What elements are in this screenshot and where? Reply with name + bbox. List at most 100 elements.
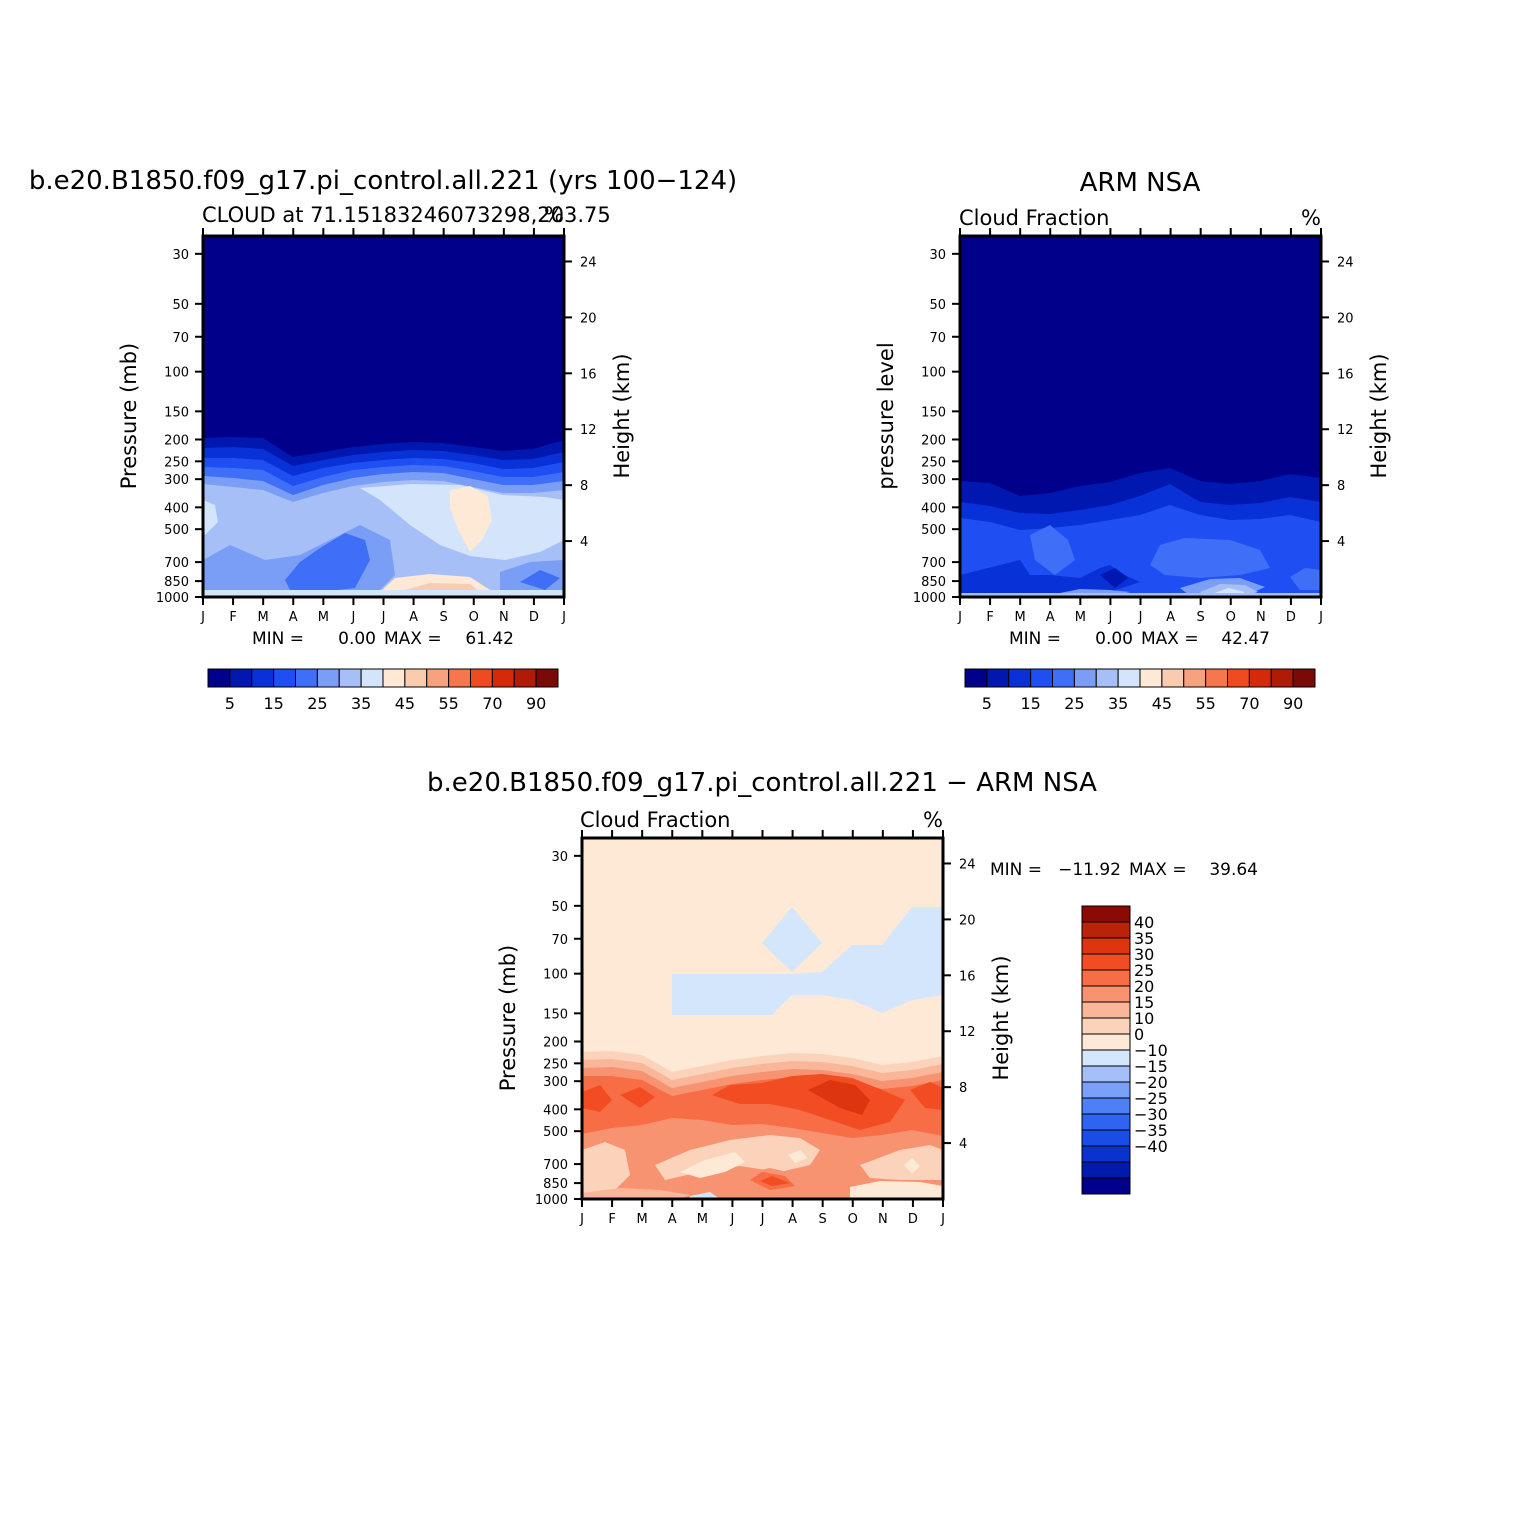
y-tick-label: 250 [921, 455, 946, 470]
diff-max-value: 39.64 [1209, 860, 1258, 880]
colorbar-swatch [1081, 953, 1131, 971]
colorbar-label: −15 [1134, 1057, 1168, 1076]
colorbar-label: 5 [225, 694, 235, 713]
contour-band [760, 1176, 790, 1186]
colorbar-label: 55 [438, 694, 458, 713]
colorbar-swatch [535, 668, 559, 688]
colorbar-label: 35 [351, 694, 371, 713]
colorbar-swatch [1081, 1065, 1131, 1083]
x-tick-label: J [1107, 610, 1112, 625]
colorbar-swatch [986, 668, 1010, 688]
colorbar-swatch [1292, 668, 1316, 688]
colorbar-swatch [1081, 1145, 1131, 1163]
colorbar-swatch [448, 668, 471, 688]
colorbar-swatch [1270, 668, 1294, 688]
model-subtitle-right: % [544, 203, 564, 227]
colorbar-label: 90 [1283, 694, 1303, 713]
x-tick-label: J [1318, 610, 1323, 625]
colorbar-swatch [1117, 668, 1141, 688]
contour-band [520, 570, 560, 590]
colorbar-swatch [1081, 1081, 1131, 1099]
diff-subtitle-left: Cloud Fraction [580, 808, 731, 832]
y-right-tick-label: 8 [959, 1081, 967, 1096]
colorbar-label: 15 [263, 694, 283, 713]
colorbar-swatch [964, 668, 988, 688]
model-title: b.e20.B1850.f09_g17.pi_control.all.221 (… [29, 166, 737, 196]
model-contour-field [203, 236, 564, 597]
x-tick-label: J [579, 1212, 584, 1227]
y-tick-label: 850 [921, 575, 946, 590]
obs-y-axis-right: 24 20 16 12 8 4 [1321, 255, 1354, 550]
colorbar-label: 45 [395, 694, 415, 713]
model-colorbar: 5 15 25 35 45 55 70 90 [207, 668, 559, 713]
colorbar-swatch [295, 668, 318, 688]
y-right-tick-label: 12 [959, 1025, 976, 1040]
colorbar-label: 35 [1108, 694, 1128, 713]
colorbar-label: 30 [1134, 945, 1154, 964]
x-tick-label: F [608, 1212, 615, 1227]
y-tick-label: 1000 [535, 1193, 568, 1208]
x-tick-label: J [1138, 610, 1143, 625]
model-y-label: Pressure (mb) [117, 343, 141, 490]
x-tick-label: J [381, 610, 386, 625]
y-right-tick-label: 4 [1337, 535, 1345, 550]
x-tick-label: S [819, 1212, 827, 1227]
contour-band [910, 1082, 943, 1110]
colorbar-swatch [1081, 1097, 1131, 1115]
colorbar-label: 90 [526, 694, 546, 713]
y-right-tick-label: 8 [1337, 479, 1345, 494]
obs-subtitle-right: % [1301, 206, 1321, 230]
model-min-value: 0.00 [338, 629, 376, 649]
y-tick-label: 100 [543, 968, 568, 983]
colorbar-label: 40 [1134, 913, 1154, 932]
model-subtitle-left: CLOUD at 71.15183246073298,203.75 [202, 203, 611, 227]
colorbar-swatch [360, 668, 384, 688]
colorbar-label: 25 [1064, 694, 1084, 713]
obs-title: ARM NSA [1080, 168, 1201, 198]
colorbar-swatch [1081, 1001, 1131, 1019]
obs-min-value: 0.00 [1095, 629, 1133, 649]
y-tick-label: 70 [172, 331, 189, 346]
contour-band [450, 486, 492, 552]
colorbar-label: −20 [1134, 1073, 1168, 1092]
contour-band [203, 500, 218, 535]
diff-min-text: MIN = [990, 860, 1042, 880]
x-tick-label: F [986, 610, 993, 625]
colorbar-swatch [1052, 668, 1075, 688]
colorbar-swatch [1030, 668, 1053, 688]
contour-band [285, 533, 370, 592]
y-tick-label: 850 [543, 1177, 568, 1192]
contour-band [860, 1145, 943, 1180]
y-tick-label: 250 [543, 1057, 568, 1072]
colorbar-swatch [1081, 905, 1131, 923]
y-tick-label: 150 [921, 405, 946, 420]
x-tick-label: M [637, 1212, 648, 1227]
x-tick-label: J [940, 1212, 945, 1227]
y-tick-label: 400 [921, 501, 946, 516]
colorbar-label: −10 [1134, 1041, 1168, 1060]
model-max-text: MAX = [384, 629, 442, 649]
y-tick-label: 70 [551, 933, 568, 948]
contour-band [960, 560, 1140, 595]
x-tick-label: D [1286, 610, 1296, 625]
colorbar-label: 20 [1134, 977, 1154, 996]
x-tick-label: M [1075, 610, 1086, 625]
colorbar-label: −40 [1134, 1137, 1168, 1156]
y-right-tick-label: 20 [959, 913, 976, 928]
colorbar-swatch [207, 668, 231, 688]
y-right-tick-label: 20 [580, 311, 597, 326]
x-tick-label: F [229, 610, 236, 625]
obs-y-label: pressure level [874, 342, 898, 489]
y-tick-label: 150 [164, 405, 189, 420]
x-tick-label: M [318, 610, 329, 625]
obs-max-text: MAX = [1141, 629, 1199, 649]
y-tick-label: 30 [929, 248, 946, 263]
contour-band [620, 1087, 655, 1108]
y-tick-label: 30 [551, 850, 568, 865]
contour-band [672, 907, 943, 1015]
y-tick-label: 700 [543, 1158, 568, 1173]
x-tick-label: S [1197, 610, 1205, 625]
y-tick-label: 400 [543, 1103, 568, 1118]
